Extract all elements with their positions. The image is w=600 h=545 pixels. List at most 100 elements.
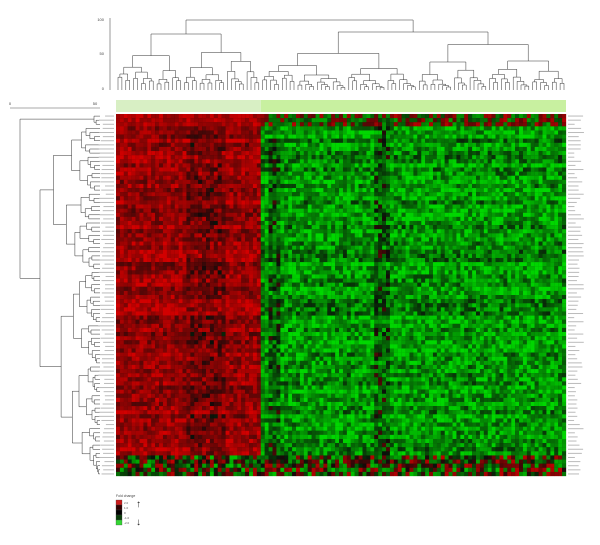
heatmap-cell <box>131 237 136 242</box>
heatmap-cell <box>558 241 563 246</box>
heatmap-cell <box>444 249 449 255</box>
heatmap-cell <box>382 163 387 168</box>
heatmap-cell <box>233 212 238 217</box>
heatmap-cell <box>456 233 461 238</box>
heatmap-cell <box>425 204 430 209</box>
heatmap-cell <box>116 204 121 209</box>
heatmap-cell <box>476 163 481 168</box>
heatmap-cell <box>519 257 524 263</box>
heatmap-cell <box>342 126 348 131</box>
heatmap-cell <box>417 171 422 176</box>
heatmap-cell <box>499 179 504 185</box>
heatmap-cell <box>249 179 254 185</box>
heatmap-cell <box>116 257 121 263</box>
heatmap-cell <box>444 171 449 176</box>
column-dendrogram-branch <box>516 81 525 90</box>
heatmap-cell <box>354 151 359 156</box>
heatmap-cell <box>358 237 363 242</box>
heatmap-cell <box>503 249 508 255</box>
heatmap-cell <box>272 122 277 127</box>
heatmap-cell <box>147 114 152 119</box>
heatmap-cell <box>409 192 414 197</box>
heatmap-cell <box>147 163 152 168</box>
heatmap-cell <box>464 126 469 131</box>
heatmap-cell <box>366 253 371 259</box>
heatmap-cell <box>206 270 211 275</box>
heatmap-cell <box>182 262 187 267</box>
heatmap-cell <box>217 138 222 143</box>
heatmap-cell <box>299 237 304 242</box>
heatmap-cell <box>401 220 406 226</box>
heatmap-cell <box>119 183 124 189</box>
heatmap-cell <box>284 229 289 234</box>
heatmap-cell <box>151 253 156 259</box>
heatmap-cell <box>389 229 394 234</box>
heatmap-cell <box>241 122 246 127</box>
heatmap-cell <box>464 257 469 263</box>
heatmap-cell <box>429 241 434 246</box>
heatmap-cell <box>206 225 211 230</box>
heatmap-cell <box>413 179 418 185</box>
heatmap-cell <box>331 262 336 267</box>
heatmap-cell <box>182 122 187 127</box>
heatmap-cell <box>476 262 481 267</box>
heatmap-cell <box>162 130 168 135</box>
heatmap-cell <box>335 126 340 131</box>
heatmap-cell <box>284 134 289 139</box>
heatmap-cell <box>268 175 273 180</box>
heatmap-cell <box>276 204 281 209</box>
heatmap-cell <box>166 163 171 168</box>
heatmap-cell <box>151 192 156 197</box>
heatmap-cell <box>374 208 379 213</box>
heatmap-cell <box>409 114 414 119</box>
heatmap-cell <box>303 200 308 205</box>
column-dendrogram-branch <box>141 83 146 90</box>
heatmap-cell <box>374 188 379 193</box>
heatmap-cell <box>143 183 148 189</box>
heatmap-cell <box>245 179 250 185</box>
heatmap-cell <box>495 241 500 246</box>
heatmap-cell <box>206 233 211 238</box>
heatmap-cell <box>198 253 203 259</box>
heatmap-cell <box>495 134 500 139</box>
heatmap-cell <box>276 266 281 271</box>
heatmap-cell <box>409 183 414 189</box>
heatmap-cell <box>288 126 293 131</box>
heatmap-cell <box>252 126 258 131</box>
heatmap-cell <box>217 118 222 123</box>
heatmap-cell <box>303 233 308 238</box>
heatmap-cell <box>538 188 543 193</box>
heatmap-cell <box>256 208 261 213</box>
heatmap-cell <box>260 225 265 230</box>
heatmap-cell <box>202 282 207 287</box>
heatmap-cell <box>405 155 410 160</box>
heatmap-cell <box>554 192 559 197</box>
heatmap-cell <box>182 196 187 201</box>
heatmap-cell <box>495 249 500 255</box>
heatmap-cell <box>483 146 488 152</box>
heatmap-cell <box>362 126 367 131</box>
heatmap-cell <box>378 241 383 246</box>
heatmap-cell <box>209 216 214 222</box>
heatmap-cell <box>233 167 238 172</box>
heatmap-cell <box>358 270 363 275</box>
heatmap-cell <box>378 233 383 238</box>
heatmap-cell <box>468 278 473 283</box>
heatmap-cell <box>288 274 293 279</box>
heatmap-cell <box>131 262 136 267</box>
heatmap-cell <box>468 138 473 143</box>
heatmap-cell <box>202 208 207 213</box>
heatmap-cell <box>225 282 230 287</box>
heatmap-cell <box>174 151 179 156</box>
heatmap-cell <box>342 114 348 119</box>
heatmap-cell <box>370 138 375 143</box>
heatmap-cell <box>155 282 160 287</box>
heatmap-cell <box>241 188 246 193</box>
heatmap-cell <box>256 274 261 279</box>
heatmap-cell <box>460 183 465 189</box>
heatmap-cell <box>476 233 481 238</box>
heatmap-cell <box>542 118 547 123</box>
heatmap-cell <box>221 163 226 168</box>
heatmap-cell <box>166 175 171 180</box>
heatmap-cell <box>386 196 391 201</box>
